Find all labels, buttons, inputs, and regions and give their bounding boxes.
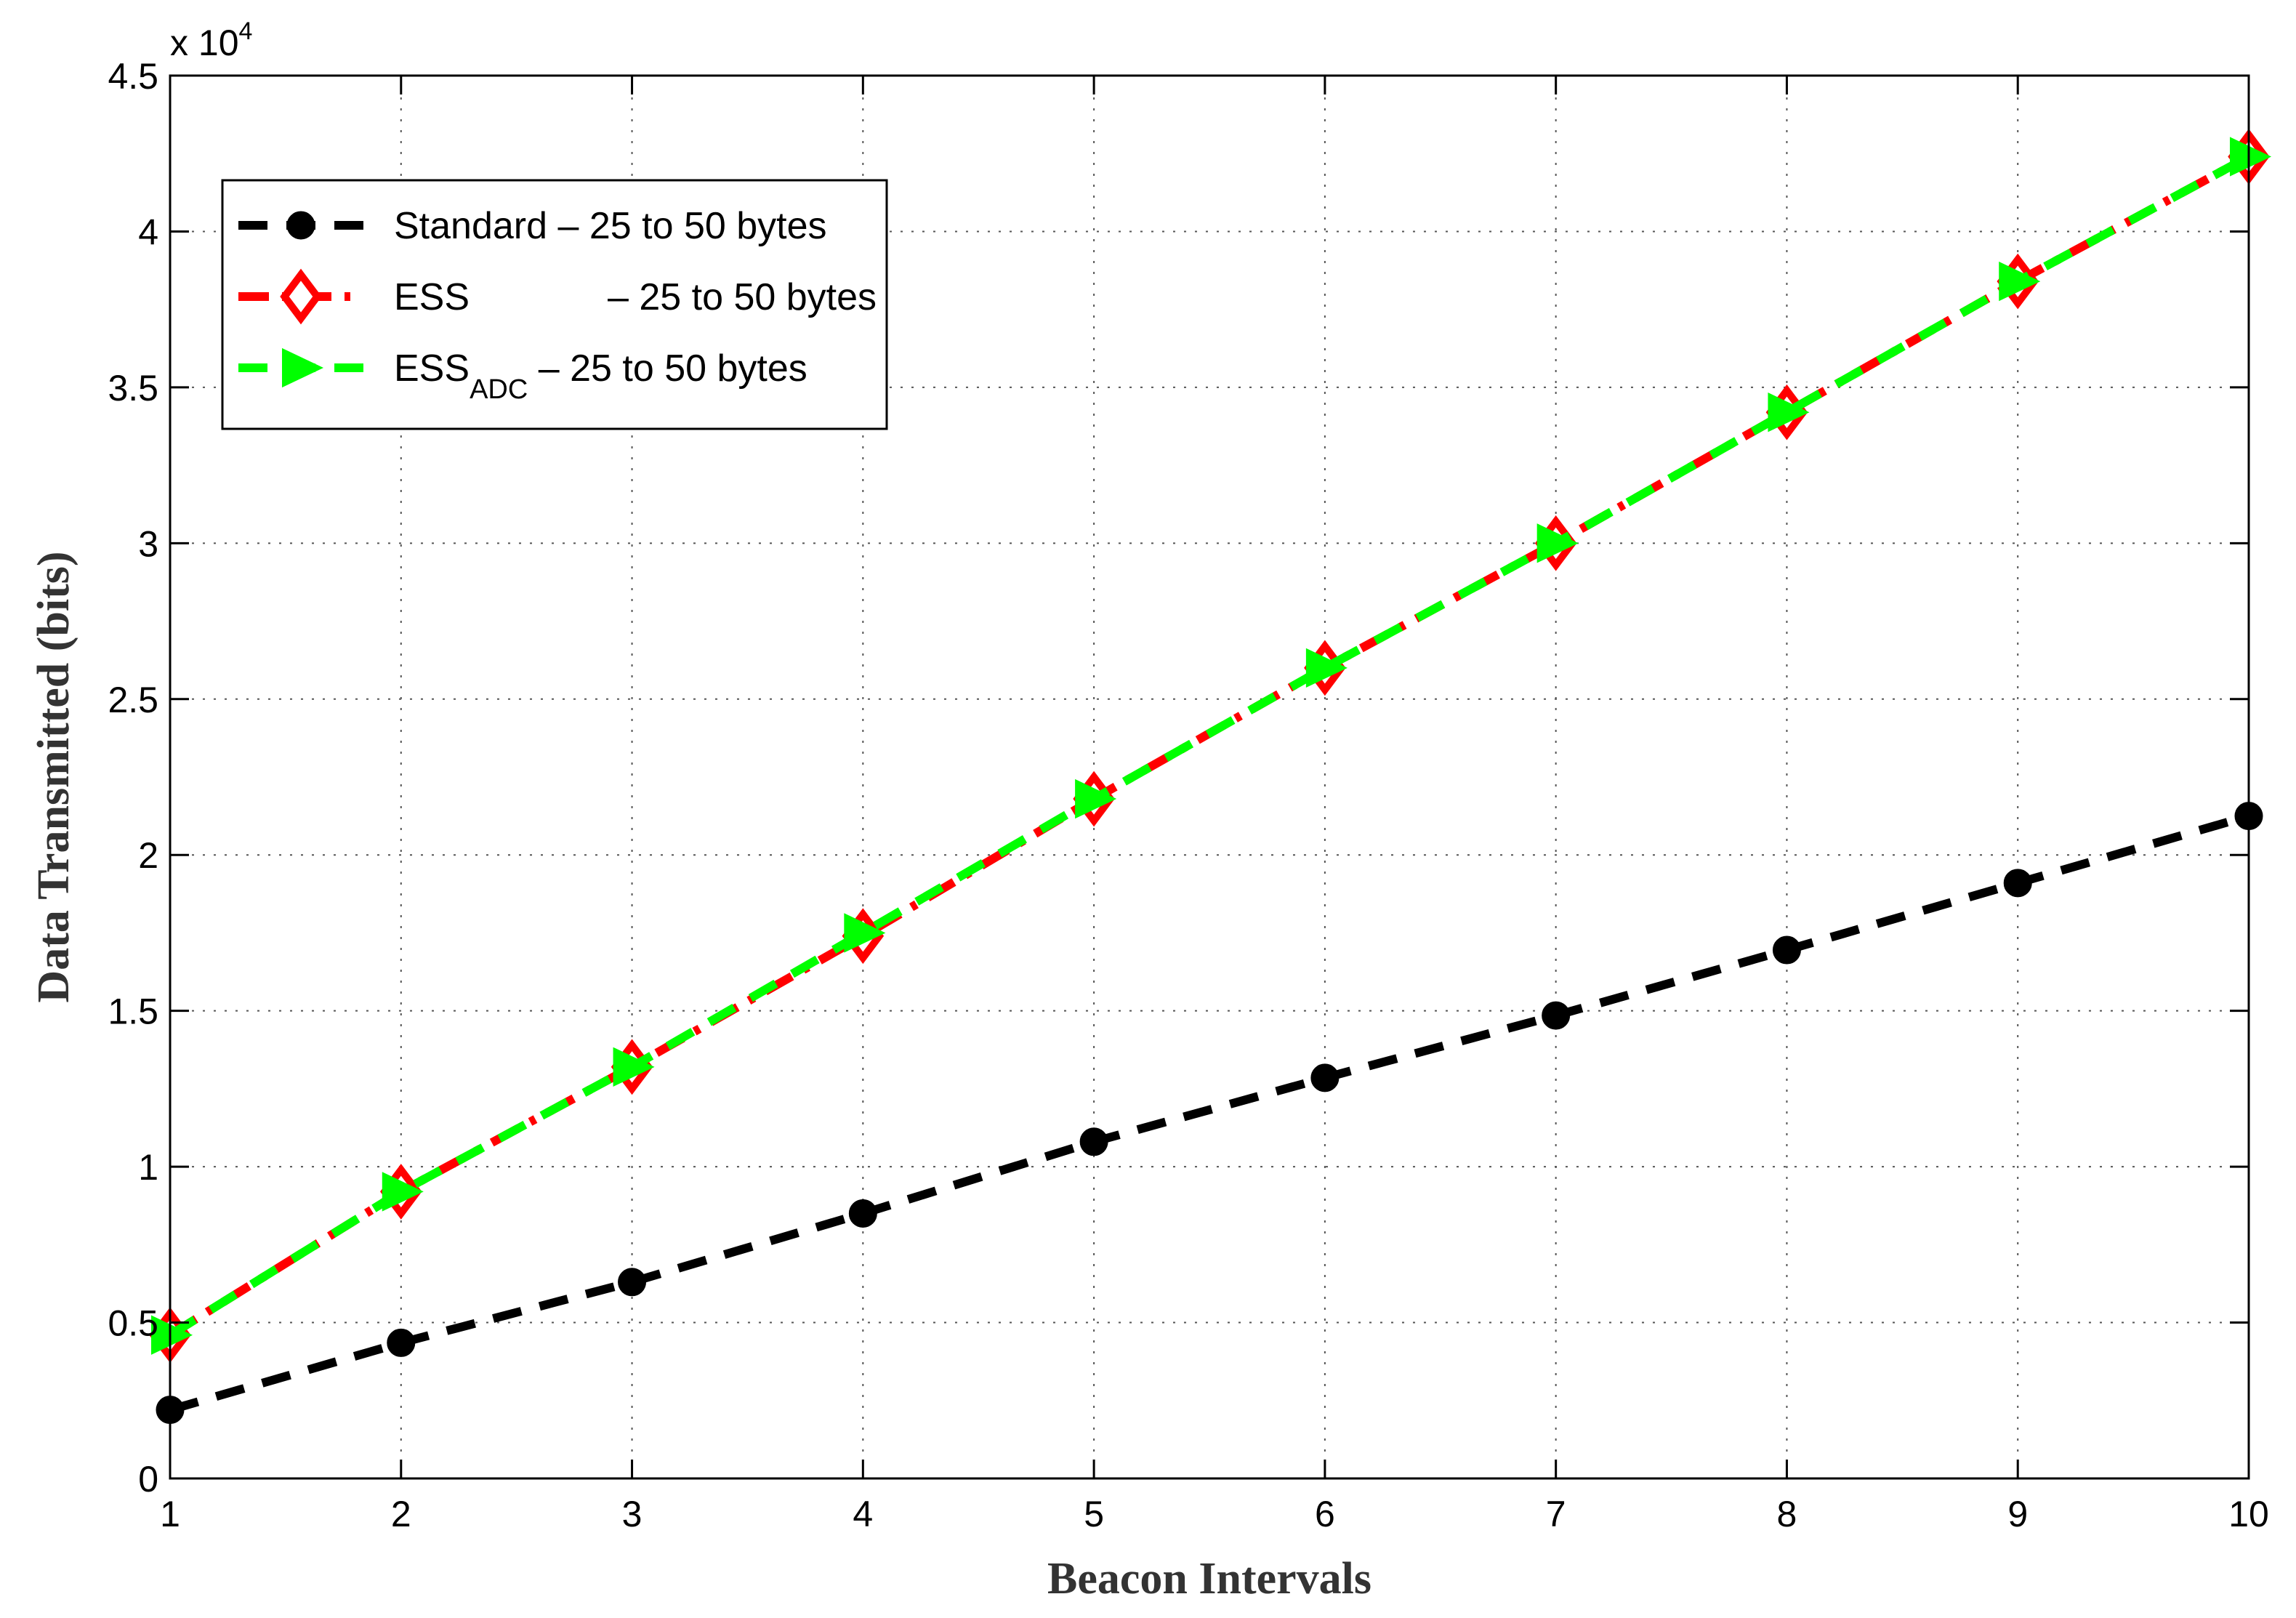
x-tick-label: 6 [1315, 1494, 1335, 1534]
y-tick-label: 2.5 [108, 680, 158, 720]
exponent-power: 4 [239, 17, 253, 45]
x-axis-title: Beacon Intervals [1047, 1554, 1371, 1603]
data-point [382, 1172, 424, 1212]
y-tick-label: 0 [138, 1459, 158, 1500]
legend-item: Standard – 25 to 50 bytes [238, 205, 827, 247]
exponent-base: x 10 [170, 23, 239, 63]
series-line [169, 811, 2250, 1414]
data-point [848, 1199, 877, 1228]
legend-label-main: ESS [394, 347, 470, 390]
legend-label: ESSADC – 25 to 50 bytes [394, 347, 807, 405]
data-point [1075, 778, 1117, 819]
data-point [613, 1047, 655, 1087]
legend-marker [280, 268, 322, 325]
series-line [167, 153, 2251, 1339]
legend: Standard – 25 to 50 bytes ESS – 25 to 50 b… [221, 179, 888, 430]
data-point [1079, 1127, 1108, 1156]
y-exponent-label: x 104 [170, 17, 252, 63]
series-1 [156, 802, 2263, 1425]
y-tick-label: 4 [138, 212, 158, 252]
x-tick-label: 5 [1084, 1494, 1104, 1534]
y-tick-label: 2 [138, 835, 158, 876]
legend-label-rest: – 25 to 50 bytes [608, 276, 877, 318]
series-3 [151, 137, 2272, 1355]
data-point [1768, 393, 1810, 432]
x-tick-label: 7 [1546, 1494, 1566, 1534]
legend-label: ESS – 25 to 50 bytes [394, 276, 877, 318]
legend-label-subscript: ADC [470, 374, 528, 405]
data-point [1542, 1001, 1571, 1030]
legend-label: Standard – 25 to 50 bytes [394, 205, 827, 247]
plot-frame [169, 74, 2250, 1480]
data-point [1772, 935, 1801, 965]
legend-item: ESSADC – 25 to 50 bytes [238, 347, 807, 405]
legend-label-main: Standard [394, 205, 547, 247]
y-axis-title: Data Transmitted (bits) [29, 551, 78, 1002]
x-tick-label: 10 [2228, 1494, 2269, 1534]
x-tick-label: 8 [1777, 1494, 1797, 1534]
data-point [844, 913, 886, 953]
data-point [618, 1268, 647, 1297]
legend-label-main: ESS [394, 276, 470, 318]
series-layer [149, 129, 2272, 1425]
legend-label-rest: – 25 to 50 bytes [528, 347, 807, 390]
ticks: 1 2 3 4 5 6 7 8 9 10 0 0.5 1 1.5 2 2.5 3 3.5 4 4.5 [108, 56, 2268, 1534]
x-tick-label: 1 [160, 1494, 180, 1534]
y-tick-label: 1 [138, 1147, 158, 1188]
y-tick-label: 0.5 [108, 1303, 158, 1344]
data-point [387, 1328, 416, 1357]
y-tick-label: 3.5 [108, 368, 158, 408]
data-point [2003, 869, 2032, 898]
y-tick-label: 4.5 [108, 56, 158, 97]
data-point [1310, 1063, 1340, 1092]
data-point [1999, 261, 2041, 302]
x-tick-label: 2 [391, 1494, 411, 1534]
legend-marker [282, 347, 324, 388]
y-tick-label: 3 [138, 523, 158, 564]
x-tick-label: 4 [853, 1494, 873, 1534]
data-point [1536, 523, 1579, 563]
legend-item: ESS – 25 to 50 bytes [238, 268, 877, 325]
axis-titles: Beacon Intervals Data Transmitted (bits)… [29, 17, 1371, 1603]
legend-marker [286, 211, 315, 240]
y-tick-label: 1.5 [108, 991, 158, 1032]
x-tick-label: 9 [2007, 1494, 2028, 1534]
legend-label-rest: – 25 to 50 bytes [547, 205, 827, 247]
legend-box [221, 179, 888, 430]
x-tick-label: 3 [622, 1494, 643, 1534]
data-point [1305, 648, 1348, 688]
